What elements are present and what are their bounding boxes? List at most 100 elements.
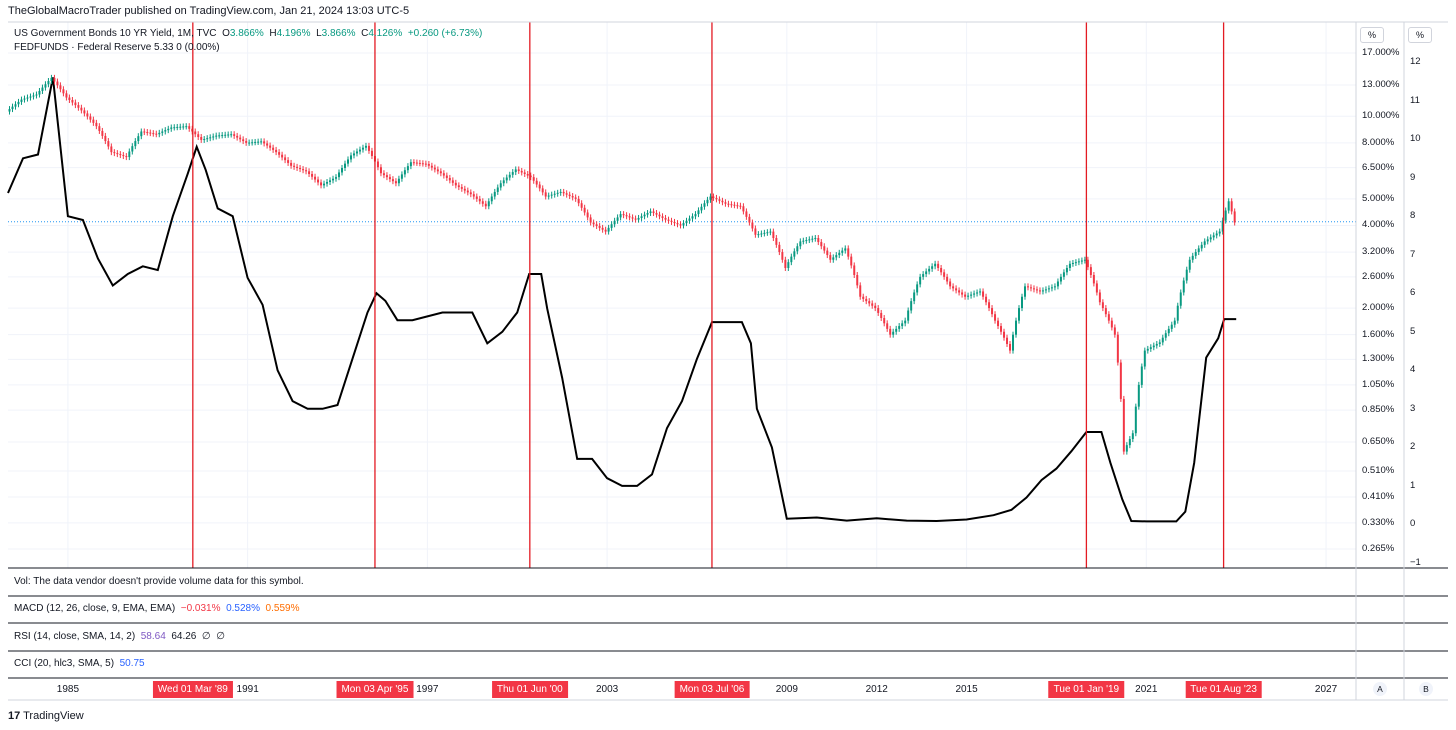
right-axis-tick: 6 bbox=[1410, 287, 1416, 299]
candle-body bbox=[62, 89, 65, 94]
candle-body bbox=[1152, 345, 1155, 348]
candle-body bbox=[844, 248, 847, 251]
candle-body bbox=[1023, 286, 1026, 297]
candle-body bbox=[568, 194, 571, 197]
candle-body bbox=[667, 219, 670, 221]
candle-body bbox=[116, 153, 119, 155]
candle-body bbox=[68, 97, 71, 101]
candle-body bbox=[922, 274, 925, 277]
candle-body bbox=[772, 231, 775, 239]
candle-body bbox=[1161, 337, 1164, 343]
candle-body bbox=[110, 146, 113, 153]
candle-body bbox=[370, 150, 373, 157]
rsi-value: 58.64 bbox=[140, 631, 166, 642]
macd-legend[interactable]: MACD (12, 26, close, 9, EMA, EMA) −0.031… bbox=[14, 603, 299, 614]
candle-body bbox=[937, 263, 940, 268]
candle-body bbox=[499, 183, 502, 188]
candle-body bbox=[835, 255, 838, 258]
right-axis-tick: 1 bbox=[1410, 479, 1416, 491]
candle-body bbox=[137, 136, 140, 142]
right-scale-percent-button[interactable]: % bbox=[1408, 27, 1432, 43]
candle-body bbox=[727, 203, 730, 205]
candle-body bbox=[266, 143, 269, 146]
right-axis-tick: 3 bbox=[1410, 402, 1416, 414]
main-legend[interactable]: US Government Bonds 10 YR Yield, 1M, TVC… bbox=[14, 28, 482, 39]
candle-body bbox=[1209, 237, 1212, 240]
left-axis-tick: 0.330% bbox=[1362, 516, 1395, 528]
candle-body bbox=[194, 131, 197, 135]
left-axis-tick: 0.410% bbox=[1362, 490, 1395, 502]
candle-body bbox=[1026, 286, 1029, 288]
candle-body bbox=[397, 178, 400, 184]
left-scale-percent-button[interactable]: % bbox=[1360, 27, 1384, 43]
candle-body bbox=[1224, 210, 1227, 221]
rsi-legend[interactable]: RSI (14, close, SMA, 14, 2) 58.64 64.26 … bbox=[14, 631, 225, 642]
candle-body bbox=[910, 301, 913, 311]
candle-body bbox=[952, 286, 955, 289]
candle-body bbox=[1086, 259, 1089, 268]
candle-body bbox=[230, 134, 233, 136]
candle-body bbox=[1000, 326, 1003, 332]
candle-body bbox=[209, 137, 212, 139]
x-tick-label: 2009 bbox=[775, 684, 798, 695]
candle-body bbox=[445, 175, 448, 178]
candle-body bbox=[1194, 252, 1197, 256]
auto-scale-button[interactable]: A bbox=[1373, 682, 1387, 696]
candle-body bbox=[1098, 292, 1101, 303]
candle-body bbox=[661, 216, 664, 218]
left-axis-tick: 0.850% bbox=[1362, 404, 1395, 416]
left-axis-tick: 2.000% bbox=[1362, 302, 1395, 314]
candle-body bbox=[200, 137, 203, 140]
candle-body bbox=[670, 220, 673, 222]
candle-body bbox=[248, 142, 251, 144]
low-key: L bbox=[316, 28, 322, 39]
right-axis-tick: −1 bbox=[1410, 557, 1421, 568]
candle-body bbox=[394, 181, 397, 184]
candle-body bbox=[98, 126, 101, 131]
candle-body bbox=[706, 199, 709, 204]
candle-body bbox=[442, 173, 445, 176]
candle-body bbox=[904, 320, 907, 324]
candle-body bbox=[613, 220, 616, 225]
fedfunds-legend[interactable]: FEDFUNDS · Federal Reserve 5.33 0 (0.00%… bbox=[14, 42, 220, 53]
candle-body bbox=[451, 180, 454, 183]
candle-body bbox=[457, 185, 460, 188]
candle-body bbox=[131, 146, 134, 152]
candle-body bbox=[1003, 331, 1006, 338]
tradingview-logo-text: TradingView bbox=[23, 710, 84, 722]
candle-body bbox=[469, 192, 472, 195]
candle-body bbox=[409, 162, 412, 167]
candle-body bbox=[616, 217, 619, 221]
candle-body bbox=[436, 169, 439, 172]
candle-body bbox=[775, 238, 778, 245]
candle-body bbox=[1050, 287, 1053, 289]
candle-body bbox=[1125, 445, 1128, 452]
candle-body bbox=[1212, 235, 1215, 238]
candle-body bbox=[712, 196, 715, 198]
candle-body bbox=[709, 196, 712, 200]
rsi-band-upper: ∅ bbox=[201, 631, 211, 642]
candle-body bbox=[281, 154, 284, 158]
candle-body bbox=[1018, 308, 1020, 321]
candle-body bbox=[595, 224, 598, 227]
change-value: +0.260 (+6.73%) bbox=[407, 28, 483, 39]
candle-body bbox=[691, 216, 694, 219]
candle-body bbox=[311, 173, 314, 177]
candle-body bbox=[466, 190, 469, 193]
right-axis-tick: 12 bbox=[1410, 56, 1421, 67]
candle-body bbox=[940, 267, 943, 273]
candle-body bbox=[655, 213, 658, 215]
candle-body bbox=[511, 172, 514, 175]
tradingview-logo[interactable]: 17 TradingView bbox=[8, 710, 84, 722]
cci-legend[interactable]: CCI (20, hlc3, SMA, 5) 50.75 bbox=[14, 658, 145, 669]
symbol-title: US Government Bonds 10 YR Yield, 1M, TVC bbox=[14, 28, 217, 39]
candle-body bbox=[988, 302, 991, 309]
log-scale-button[interactable]: B bbox=[1419, 682, 1433, 696]
macd-signal-value: 0.528% bbox=[226, 603, 260, 614]
candle-body bbox=[1182, 280, 1185, 293]
candle-body bbox=[128, 151, 131, 158]
candle-body bbox=[65, 93, 68, 98]
candle-body bbox=[931, 266, 934, 269]
candle-body bbox=[236, 135, 239, 138]
